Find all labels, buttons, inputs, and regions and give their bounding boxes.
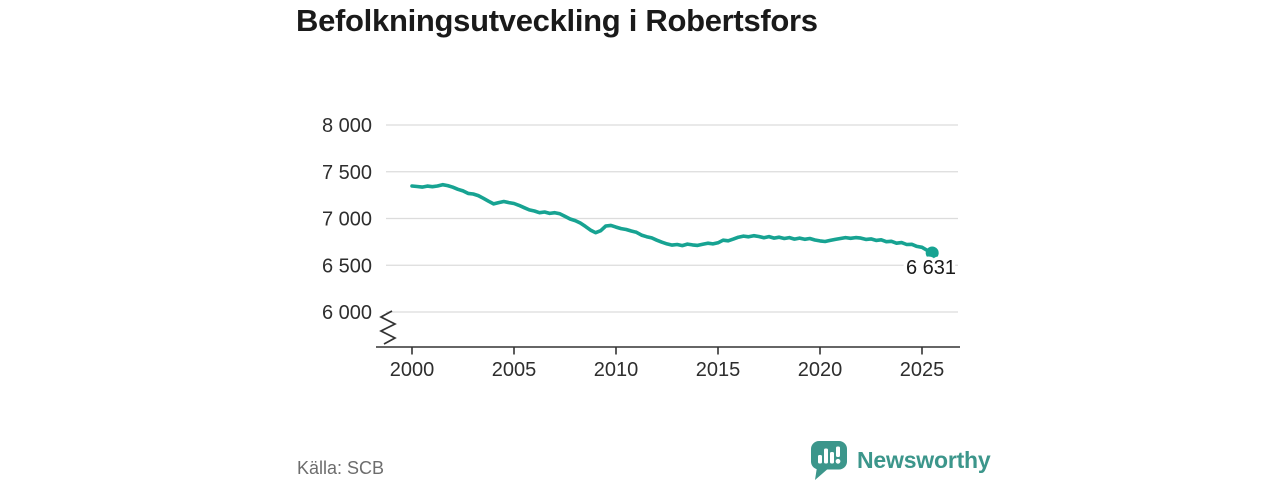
x-tick-label-2020: 2020 [798, 359, 843, 381]
newsworthy-speech-bubble-chart-icon [811, 440, 847, 480]
end-value-label: 6 631 [906, 257, 956, 279]
newsworthy-wordmark: Newsworthy [857, 446, 991, 473]
x-tick-label-2010: 2010 [594, 359, 639, 381]
source-note: Källa: SCB [297, 458, 385, 478]
x-tick-label-2025: 2025 [900, 359, 945, 381]
population-series-line [410, 182, 935, 255]
chart-title: Befolkningsutveckling i Robertsfors [296, 3, 818, 38]
series-end-dot [925, 246, 939, 260]
y-axis-break-zigzag [379, 310, 397, 345]
y-tick-label-6500: 6 500 [322, 255, 372, 277]
x-tick-label-2005: 2005 [492, 359, 537, 381]
y-tick-label-6000: 6 000 [322, 302, 372, 324]
x-tick-label-2015: 2015 [696, 359, 741, 381]
y-tick-label-8000: 8 000 [322, 115, 372, 137]
x-tick-label-2000: 2000 [390, 359, 435, 381]
newsworthy-logo: Newsworthy [810, 439, 991, 480]
y-tick-label-7500: 7 500 [322, 162, 372, 184]
y-tick-label-7000: 7 000 [322, 209, 372, 231]
